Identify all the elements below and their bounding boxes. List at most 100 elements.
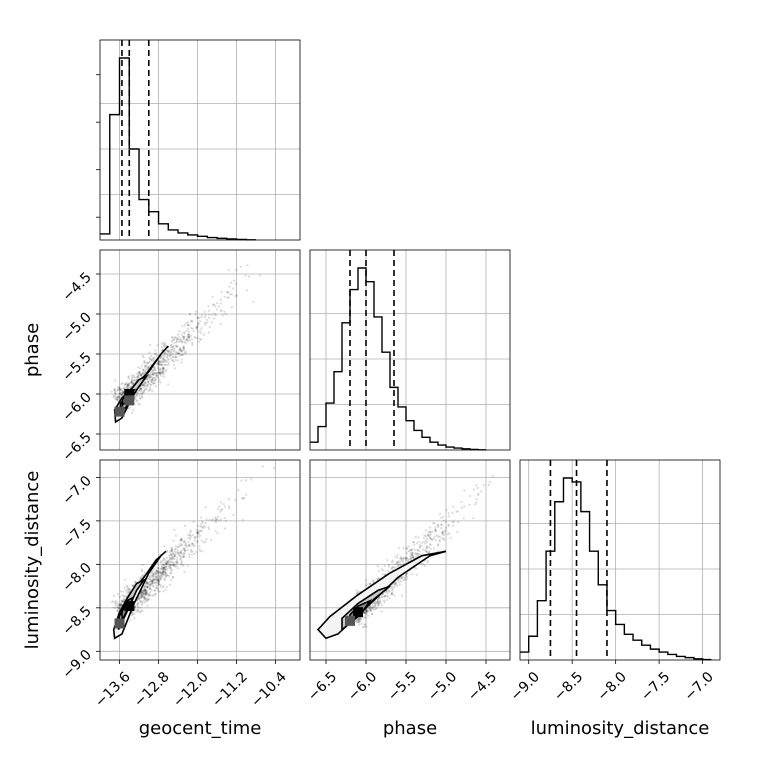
scatter-point [161,571,165,574]
scatter-point [357,618,360,621]
scatter-point [173,347,176,350]
scatter-point [151,580,154,583]
scatter-point [120,600,123,603]
scatter-point [172,562,175,565]
scatter-point [204,522,207,525]
scatter-point [208,527,211,531]
scatter-point [191,342,194,345]
scatter-point [141,593,144,596]
scatter-point [150,379,154,382]
scatter-point [363,611,367,615]
scatter-point [129,406,132,409]
scatter-point [180,358,184,361]
scatter-point [434,526,437,529]
scatter-point [138,403,141,406]
scatter-point [443,533,446,536]
scatter-point [232,279,236,282]
scatter-point [185,339,188,342]
scatter-point [357,617,360,620]
scatter-point [145,589,148,592]
scatter-point [127,591,131,594]
scatter-point [164,562,168,566]
scatter-point [204,540,207,543]
scatter-point [248,275,251,278]
scatter-point [180,562,183,566]
scatter-point [157,581,160,584]
scatter-point [143,360,146,363]
scatter-point [144,590,147,594]
scatter-point [358,617,361,620]
scatter-point [143,360,146,363]
scatter-point [150,580,153,583]
x-axis-label-luminosity_distance: luminosity_distance [531,718,710,739]
scatter-point [162,354,165,357]
scatter-point [170,564,173,567]
scatter-point [141,384,144,387]
scatter-point [196,325,199,328]
scatter-point [132,379,135,382]
scatter-point [165,586,168,589]
scatter-point [383,564,386,568]
scatter-point [128,591,131,594]
scatter-point [140,373,143,376]
scatter-point [157,577,160,580]
scatter-point [180,538,183,541]
scatter-point [463,505,466,508]
scatter-point [117,395,120,398]
scatter-point [187,540,190,544]
scatter-point [145,581,149,584]
scatter-point [124,578,127,581]
scatter-point [200,539,204,542]
scatter-point [196,531,199,534]
scatter-point [406,559,410,562]
scatter-point [374,608,377,611]
scatter-point [157,571,161,574]
scatter-point [170,554,173,557]
scatter-point [365,609,368,612]
scatter-point [164,588,167,592]
scatter-point [171,359,174,362]
scatter-point [126,588,129,591]
scatter-point [152,358,155,361]
scatter-point [131,381,134,384]
scatter-point [154,369,157,372]
scatter-point [172,556,175,559]
scatter-point [187,536,190,539]
scatter-point [148,378,151,381]
scatter-point [116,609,119,612]
scatter-point [166,568,169,571]
scatter-point [404,557,408,560]
scatter-point [369,610,373,613]
scatter-point [179,348,182,351]
scatter-point [162,590,165,593]
scatter-point [383,591,386,594]
scatter-point [132,375,135,379]
scatter-point [120,604,123,607]
scatter-point [197,535,200,538]
scatter-point [390,593,393,596]
scatter-point [411,551,414,554]
scatter-point [188,543,191,547]
scatter-point [160,565,163,568]
scatter-point [170,357,173,360]
scatter-point [369,607,372,610]
scatter-point [159,381,162,384]
scatter-point [375,607,378,610]
scatter-point [388,597,391,600]
scatter-point [175,338,178,341]
scatter-point [463,489,466,492]
scatter-point [152,575,155,578]
scatter-point [161,573,164,576]
scatter-point [121,600,124,604]
scatter-point [177,333,180,336]
scatter-panel-geocent_time-luminosity_distance [99,459,301,661]
scatter-point [141,392,144,395]
scatter-point [196,325,199,328]
scatter-point [170,548,174,551]
scatter-point [153,382,156,385]
scatter-point [200,529,203,533]
scatter-point [151,378,154,381]
scatter-point [118,606,121,609]
scatter-point [168,559,171,562]
scatter-point [357,619,361,622]
